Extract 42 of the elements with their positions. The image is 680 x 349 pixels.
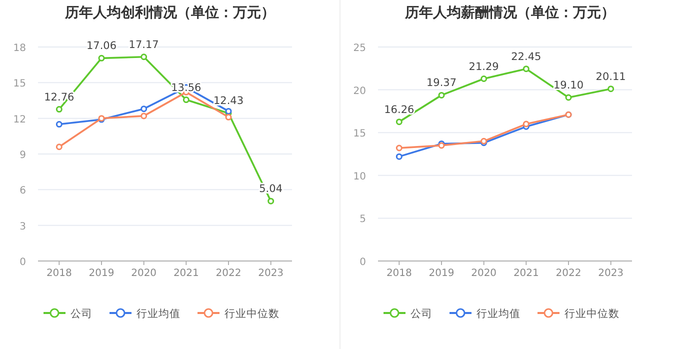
y-tick-label: 10: [353, 171, 366, 182]
data-label: 16.26: [384, 104, 415, 116]
y-tick-label: 0: [20, 257, 26, 268]
x-tick-label: 2022: [556, 268, 582, 279]
x-tick-label: 2022: [216, 268, 242, 279]
y-tick-label: 0: [360, 257, 366, 268]
legend-label: 行业中位数: [564, 307, 620, 320]
legend-label: 行业中位数: [224, 307, 280, 320]
data-label: 19.10: [553, 80, 584, 92]
y-tick-label: 12: [13, 114, 26, 126]
x-tick-label: 2020: [471, 268, 497, 279]
y-tick-label: 15: [13, 78, 26, 90]
legend-label: 公司: [70, 308, 92, 320]
y-tick-label: 6: [20, 186, 26, 197]
x-tick-label: 2023: [258, 268, 284, 279]
legend-label: 行业均值: [476, 307, 520, 320]
y-tick-label: 15: [353, 128, 366, 140]
y-tick-label: 5: [360, 214, 366, 226]
data-label: 12.43: [213, 95, 244, 108]
data-label: 20.11: [596, 70, 626, 83]
x-tick-label: 2021: [513, 268, 539, 279]
data-label: 22.45: [511, 50, 542, 63]
chart-title: 历年人均创利情况（单位：万元）: [64, 5, 275, 21]
x-tick-label: 2018: [46, 268, 72, 279]
x-tick-label: 2023: [598, 268, 624, 279]
y-tick-label: 18: [13, 43, 26, 54]
data-label: 19.37: [426, 77, 457, 90]
legend-label: 公司: [410, 308, 432, 320]
x-tick-label: 2019: [88, 268, 114, 279]
y-tick-label: 20: [353, 86, 366, 97]
x-tick-label: 2018: [386, 268, 412, 279]
data-label: 17.06: [86, 40, 117, 52]
y-tick-label: 3: [20, 221, 26, 232]
legend-label: 行业均值: [136, 307, 180, 320]
chart-title: 历年人均薪酬情况（单位：万元）: [404, 5, 615, 21]
x-tick-label: 2020: [131, 268, 157, 279]
x-tick-label: 2021: [173, 268, 199, 279]
y-tick-label: 25: [353, 43, 366, 54]
y-tick-label: 9: [20, 150, 26, 161]
data-label: 17.17: [128, 38, 159, 51]
x-tick-label: 2019: [428, 268, 454, 279]
data-label: 21.29: [468, 60, 499, 73]
